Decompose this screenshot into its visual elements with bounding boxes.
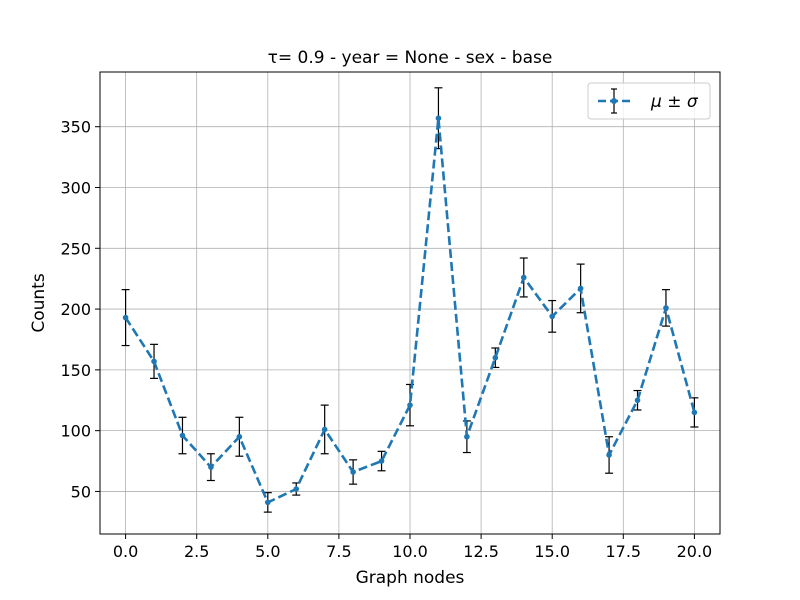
data-point: [549, 313, 556, 320]
x-tick-label: 2.5: [184, 542, 209, 561]
x-axis-label: Graph nodes: [356, 568, 465, 588]
x-tick-label: 7.5: [326, 542, 351, 561]
series-line: [124, 116, 696, 504]
data-point: [264, 499, 271, 506]
x-tick-label: 12.5: [463, 542, 499, 561]
data-point: [179, 432, 186, 439]
data-point: [520, 274, 527, 281]
y-tick-label: 50: [71, 482, 91, 501]
data-point: [378, 458, 385, 464]
data-point: [407, 402, 413, 408]
legend-label: μ ± σ: [650, 92, 699, 112]
data-series: [121, 87, 699, 513]
y-tick-label: 250: [60, 239, 91, 258]
data-point: [691, 409, 698, 416]
y-tick-label: 200: [60, 300, 91, 319]
y-tick-label: 300: [60, 179, 91, 198]
data-point: [293, 486, 300, 492]
x-tick-label: 17.5: [605, 542, 641, 561]
x-tick-label: 5.0: [255, 542, 280, 561]
data-point: [606, 452, 612, 458]
chart-title: τ= 0.9 - year = None - sex - base: [268, 48, 553, 68]
data-point: [464, 433, 470, 440]
y-tick-label: 350: [60, 118, 91, 137]
data-point: [236, 433, 243, 440]
data-point: [435, 115, 442, 121]
grid: [100, 72, 720, 534]
x-axis-ticks: 0.0 2.5 5.0 7.5 10.0 12.5 15.0 17.5 20.0: [113, 534, 712, 561]
y-axis-ticks: 50 100 150 200 250 300 350: [60, 118, 100, 501]
legend-box: [587, 82, 711, 120]
data-point: [663, 305, 669, 311]
data-point: [492, 354, 499, 361]
data-point: [577, 285, 584, 292]
data-point: [151, 358, 157, 365]
y-tick-label: 100: [60, 422, 91, 441]
data-point: [122, 314, 129, 321]
legend-point-marker: [611, 98, 617, 104]
x-tick-label: 20.0: [677, 542, 713, 561]
legend: μ ± σ: [587, 82, 711, 120]
data-point: [321, 426, 328, 433]
x-tick-label: 10.0: [392, 542, 428, 561]
data-point: [634, 397, 641, 404]
x-tick-label: 15.0: [534, 542, 570, 561]
data-point: [208, 464, 214, 470]
x-tick-label: 0.0: [113, 542, 138, 561]
y-tick-label: 150: [60, 361, 91, 380]
y-axis-label: Counts: [29, 273, 49, 332]
data-point: [350, 469, 356, 475]
